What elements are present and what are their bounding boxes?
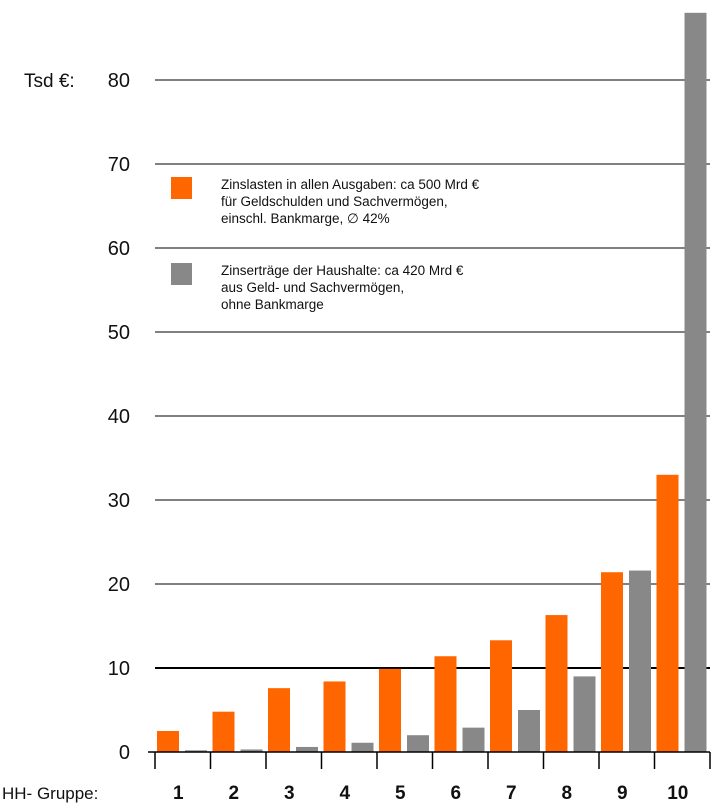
- zinsertraege-bar: [518, 710, 540, 752]
- category-label: 9: [617, 783, 628, 804]
- grid-lines: [155, 79, 710, 669]
- zinslasten-bar: [379, 668, 401, 752]
- zinslasten-legend-text: einschl. Bankmarge, ∅ 42%: [221, 211, 390, 226]
- x-axis-title: HH- Gruppe:: [2, 784, 98, 803]
- zinslasten-bar: [323, 681, 346, 752]
- category-label: 1: [173, 783, 184, 804]
- zinsertraege-bar: [351, 742, 374, 752]
- axis-labels: 0 10 20 30 40 50 60 70 80 Tsd €: 1 2 3 4 5 6 7 8 9 10 HH- Gr…: [2, 70, 688, 804]
- zinslasten-bar: [268, 688, 290, 752]
- zinslasten-bar: [656, 474, 679, 752]
- category-label: 7: [506, 783, 517, 804]
- y-tick-label: 30: [108, 490, 130, 512]
- category-label: 5: [395, 783, 406, 804]
- y-tick-label: 0: [119, 742, 130, 764]
- category-label: 3: [284, 783, 295, 804]
- x-axis: [148, 751, 711, 769]
- category-label: 10: [667, 783, 688, 804]
- zinsertraege-bar: [407, 735, 429, 752]
- zinsertraege-bar: [573, 676, 596, 752]
- legend: Zinslasten in allen Ausgaben: ca 500 Mrd…: [171, 177, 480, 312]
- zinsertraege-bar: [185, 750, 207, 752]
- zinslasten-bar: [157, 731, 179, 752]
- zinslasten-legend-text: Zinslasten in allen Ausgaben: ca 500 Mrd…: [221, 177, 480, 192]
- zinslasten-bar: [490, 640, 512, 752]
- zinslasten-legend-text: für Geldschulden und Sachvermögen,: [221, 194, 448, 209]
- zinsertraege-legend-text: ohne Bankmarge: [221, 297, 324, 312]
- zinslasten-bar: [434, 656, 457, 752]
- y-tick-label: 60: [108, 238, 130, 260]
- zinslasten-bar: [212, 711, 235, 752]
- y-tick-label: 80: [108, 70, 130, 92]
- zinslasten-bar: [601, 572, 623, 752]
- zinslasten-bar: [545, 615, 568, 752]
- zinsertraege-legend-text: aus Geld- und Sachvermögen,: [221, 280, 404, 295]
- y-tick-label: 70: [108, 154, 130, 176]
- zinsertraege-bar: [296, 746, 318, 752]
- category-label: 8: [562, 783, 573, 804]
- zinsertraege-legend-swatch: [171, 263, 192, 285]
- zinsertraege-bar: [462, 727, 485, 752]
- zinslasten-legend-swatch: [171, 177, 192, 199]
- zinsertraege-bar: [629, 570, 651, 752]
- y-axis-label: Tsd €:: [24, 71, 75, 92]
- category-label: 2: [229, 783, 240, 804]
- category-label: 6: [451, 783, 462, 804]
- zinsertraege-bar: [240, 749, 263, 752]
- bars: [157, 12, 707, 753]
- zinsertraege-bar: [684, 12, 707, 753]
- y-tick-label: 20: [108, 574, 130, 596]
- category-label: 4: [340, 783, 351, 804]
- zinsertraege-legend-text: Zinserträge der Haushalte: ca 420 Mrd €: [221, 263, 464, 278]
- y-tick-label: 40: [108, 406, 130, 428]
- y-tick-label: 10: [108, 658, 130, 680]
- y-tick-label: 50: [108, 322, 130, 344]
